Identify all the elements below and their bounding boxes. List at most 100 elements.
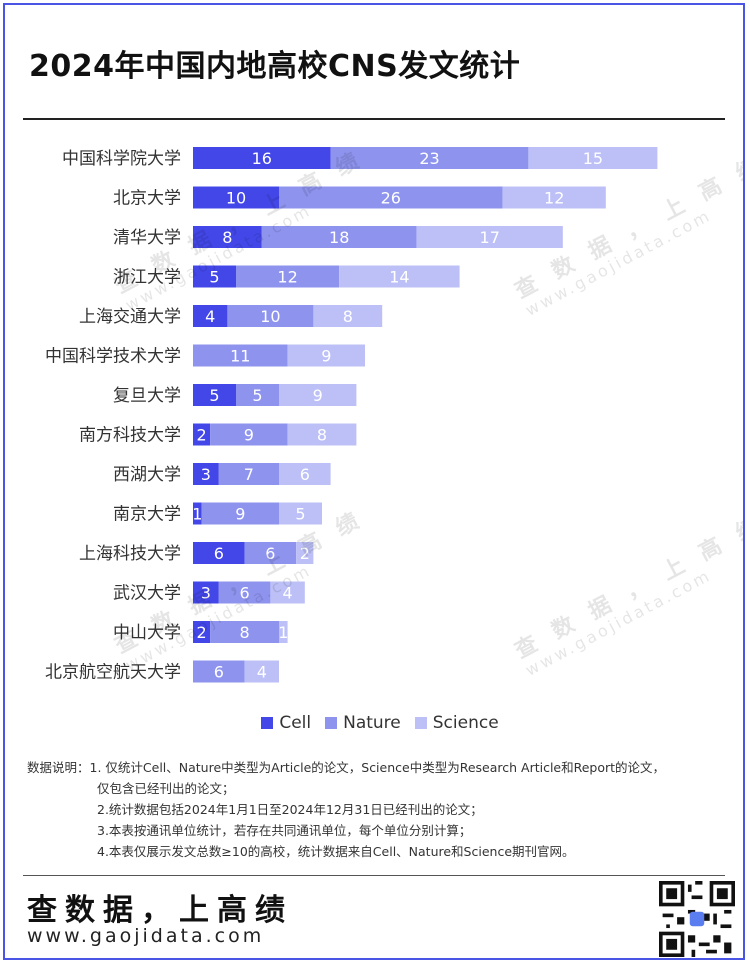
bar-segment-cell: [193, 423, 211, 446]
bar-segment-cell: [193, 463, 219, 485]
category-label: 南方科技大学: [79, 426, 181, 446]
bar-value-label: 6: [300, 465, 310, 484]
bar-value-label: 17: [480, 228, 500, 247]
bar-value-label: 10: [226, 189, 246, 208]
bar-segment-nature: [227, 305, 314, 327]
bar-value-label: 5: [209, 386, 219, 405]
bar-segment-nature: [210, 423, 288, 446]
bar-segment-cell: [193, 265, 236, 288]
category-label: 中国科学技术大学: [45, 347, 181, 367]
bar-value-label: 9: [321, 347, 331, 366]
bar-value-label: 16: [252, 149, 272, 168]
page-title: 2024年中国内地高校CNS发文统计: [29, 49, 521, 84]
category-label: 中国科学院大学: [62, 149, 181, 169]
title-divider: [23, 118, 725, 120]
bar-segment-nature: [210, 621, 279, 643]
bar-value-label: 15: [583, 149, 603, 168]
bar-segment-cell: [193, 147, 331, 169]
category-label: 上海交通大学: [79, 307, 181, 327]
category-label: 清华大学: [113, 228, 181, 248]
legend-item-cell: Cell: [261, 713, 311, 733]
legend-swatch-cell: [261, 717, 274, 729]
bar-segment-nature: [218, 463, 279, 485]
bar-segment-nature: [201, 502, 279, 525]
infographic-frame: 2024年中国内地高校CNS发文统计 中国科学院大学 16 23 15 北京大学 10 26…: [3, 3, 745, 960]
bar-value-label: 7: [244, 465, 254, 484]
bar-segment-science: [296, 542, 314, 564]
bar-value-label: 10: [260, 307, 280, 326]
bar-segment-science: [279, 463, 331, 485]
bar-segment-nature: [261, 226, 417, 248]
legend-swatch-nature: [325, 717, 338, 729]
bar-value-label: 3: [201, 465, 211, 484]
legend-item-nature: Nature: [325, 713, 401, 733]
bar-segment-science: [270, 581, 305, 604]
bar-segment-nature: [218, 581, 271, 604]
bar-segment-science: [287, 423, 357, 446]
bar-value-label: 2: [197, 426, 207, 445]
bar-segment-science: [528, 147, 658, 169]
category-label: 复旦大学: [113, 386, 181, 406]
brand-slogan: 查数据，上高绩: [27, 893, 293, 928]
bar-segment-science: [279, 384, 357, 406]
legend-label-nature: Nature: [343, 713, 401, 733]
bar-segment-cell: [193, 186, 279, 209]
bar-segment-nature: [236, 265, 340, 288]
bar-value-label: 6: [214, 663, 224, 682]
bar-segment-cell: [193, 621, 211, 643]
bar-segment-nature: [279, 186, 503, 209]
legend-item-science: Science: [414, 713, 499, 733]
footer-divider: [23, 875, 725, 876]
category-label: 中山大学: [113, 623, 181, 643]
category-label: 北京大学: [113, 189, 181, 209]
bar-value-label: 9: [244, 426, 254, 445]
bar-value-label: 9: [313, 386, 323, 405]
bar-value-label: 8: [240, 623, 250, 642]
bar-value-label: 6: [265, 544, 275, 563]
bar-segment-science: [244, 660, 279, 683]
bar-value-label: 5: [209, 268, 219, 287]
bar-segment-cell: [193, 384, 236, 406]
bar-segment-nature: [236, 384, 279, 406]
category-label: 浙江大学: [113, 268, 181, 288]
bar-segment-cell: [193, 305, 228, 327]
bar-value-label: 12: [544, 189, 564, 208]
bar-value-label: 8: [343, 307, 353, 326]
legend-label-cell: Cell: [279, 713, 312, 733]
bar-segment-cell: [193, 581, 219, 604]
bar-value-label: 6: [240, 584, 250, 603]
note-line-4: 4.本表仅展示发文总数≥10的高校，统计数据来自Cell、Nature和Scie…: [97, 844, 575, 859]
bar-segment-nature: [193, 344, 288, 367]
bar-segment-science: [416, 226, 563, 248]
bar-value-label: 11: [230, 347, 250, 366]
note-line-2: 2.统计数据包括2024年1月1日至2024年12月31日已经刊出的论文；: [97, 802, 483, 817]
bar-segment-science: [279, 502, 322, 525]
bar-segment-nature: [193, 660, 245, 683]
bar-value-label: 4: [205, 307, 215, 326]
bar-value-label: 12: [277, 268, 297, 287]
bar-value-label: 6: [214, 544, 224, 563]
bar-value-label: 26: [381, 189, 401, 208]
category-label: 北京航空航天大学: [45, 663, 181, 683]
bar-segment-cell: [193, 226, 262, 248]
bar-value-label: 4: [257, 663, 267, 682]
category-label: 南京大学: [113, 505, 181, 525]
bar-value-label: 4: [283, 584, 293, 603]
bar-value-label: 14: [389, 268, 409, 287]
bar-segment-science: [339, 265, 460, 288]
bar-segment-cell: [193, 542, 245, 564]
category-label: 上海科技大学: [79, 544, 181, 564]
bar-value-label: 18: [329, 228, 349, 247]
note-line-1: 数据说明：1. 仅统计Cell、Nature中类型为Article的论文，Sci…: [27, 760, 666, 775]
bar-segment-science: [313, 305, 383, 327]
bar-segment-nature: [330, 147, 529, 169]
bar-value-label: 2: [197, 623, 207, 642]
bar-value-label: 1: [278, 623, 288, 642]
bar-segment-science: [502, 186, 606, 209]
bar-segment-cell: [193, 502, 202, 525]
bar-value-label: 5: [295, 505, 305, 524]
bar-value-label: 2: [300, 544, 310, 563]
bar-value-label: 8: [317, 426, 327, 445]
bar-segment-nature: [244, 542, 297, 564]
